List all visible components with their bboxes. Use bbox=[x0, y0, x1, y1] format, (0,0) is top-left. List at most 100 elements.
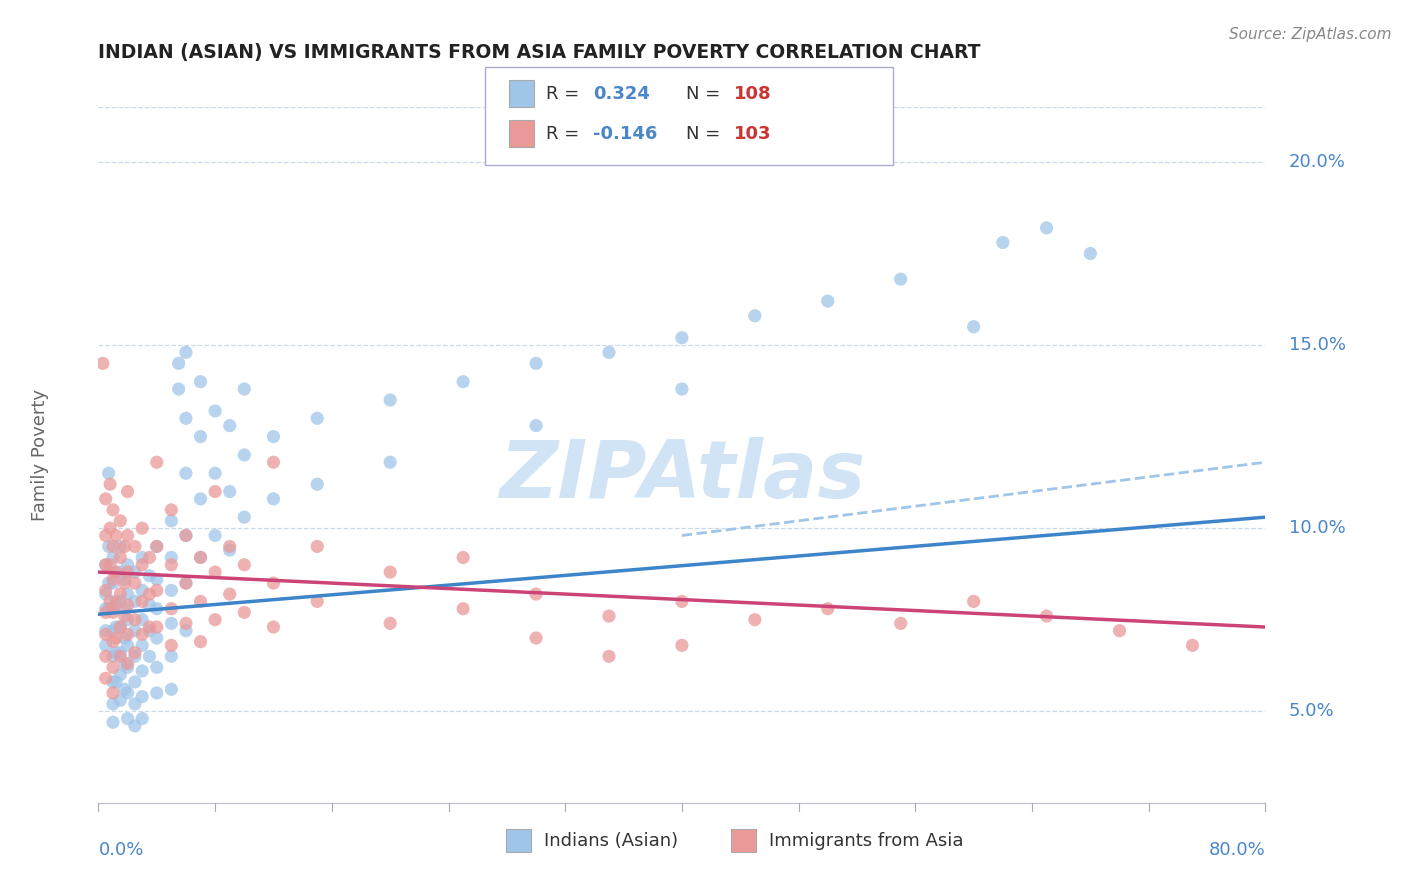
Text: N =: N = bbox=[686, 85, 725, 103]
Point bbox=[1108, 624, 1130, 638]
Point bbox=[101, 660, 124, 674]
Point bbox=[262, 491, 284, 506]
Point bbox=[524, 587, 547, 601]
Point bbox=[146, 601, 169, 615]
Point bbox=[104, 598, 127, 612]
Text: Immigrants from Asia: Immigrants from Asia bbox=[769, 832, 963, 850]
Point bbox=[91, 356, 114, 370]
Point bbox=[110, 587, 132, 601]
Point bbox=[190, 491, 212, 506]
Point bbox=[117, 587, 139, 601]
Point bbox=[598, 345, 620, 359]
Point bbox=[94, 558, 117, 572]
Point bbox=[124, 613, 146, 627]
Point bbox=[524, 418, 547, 433]
Point bbox=[94, 638, 117, 652]
Point bbox=[124, 565, 146, 579]
Point bbox=[233, 606, 256, 620]
Point bbox=[1080, 246, 1102, 260]
Point bbox=[117, 598, 139, 612]
Point bbox=[124, 649, 146, 664]
Point bbox=[110, 646, 132, 660]
Point bbox=[524, 631, 547, 645]
Point bbox=[131, 521, 153, 535]
Text: INDIAN (ASIAN) VS IMMIGRANTS FROM ASIA FAMILY POVERTY CORRELATION CHART: INDIAN (ASIAN) VS IMMIGRANTS FROM ASIA F… bbox=[98, 44, 981, 62]
Point bbox=[160, 601, 183, 615]
Point bbox=[160, 638, 183, 652]
Point bbox=[174, 528, 197, 542]
Point bbox=[138, 550, 160, 565]
Text: ZIPAtlas: ZIPAtlas bbox=[499, 437, 865, 515]
Point bbox=[671, 382, 693, 396]
Point bbox=[117, 528, 139, 542]
Point bbox=[1181, 638, 1204, 652]
Point bbox=[233, 510, 256, 524]
Point bbox=[138, 598, 160, 612]
Point bbox=[131, 583, 153, 598]
Text: N =: N = bbox=[686, 125, 725, 143]
Point bbox=[146, 686, 169, 700]
Point bbox=[98, 558, 121, 572]
Point bbox=[101, 649, 124, 664]
Point bbox=[101, 686, 124, 700]
Point bbox=[94, 601, 117, 615]
Point bbox=[101, 606, 124, 620]
Point bbox=[262, 455, 284, 469]
Point bbox=[124, 719, 146, 733]
Point bbox=[307, 594, 329, 608]
Point bbox=[110, 514, 132, 528]
Point bbox=[174, 528, 197, 542]
Point bbox=[117, 484, 139, 499]
Point bbox=[190, 550, 212, 565]
Point bbox=[94, 587, 117, 601]
Point bbox=[160, 503, 183, 517]
Point bbox=[190, 594, 212, 608]
Point bbox=[97, 540, 120, 554]
Point bbox=[204, 404, 226, 418]
Point bbox=[117, 565, 139, 579]
Point bbox=[117, 657, 139, 671]
Point bbox=[94, 583, 117, 598]
Point bbox=[218, 418, 240, 433]
Point bbox=[110, 540, 132, 554]
Point bbox=[104, 646, 127, 660]
Point bbox=[451, 375, 474, 389]
Point bbox=[146, 455, 169, 469]
Point bbox=[817, 601, 839, 615]
Text: 0.324: 0.324 bbox=[593, 85, 650, 103]
Point bbox=[598, 649, 620, 664]
Point bbox=[671, 594, 693, 608]
Point bbox=[94, 624, 117, 638]
Point bbox=[146, 583, 169, 598]
Point bbox=[101, 576, 124, 591]
Point bbox=[744, 309, 766, 323]
Point bbox=[160, 558, 183, 572]
Point bbox=[124, 540, 146, 554]
Point bbox=[138, 649, 160, 664]
Point bbox=[131, 638, 153, 652]
Text: 10.0%: 10.0% bbox=[1289, 519, 1346, 537]
Point bbox=[97, 576, 120, 591]
Point bbox=[114, 631, 136, 645]
Point bbox=[174, 576, 197, 591]
Point bbox=[110, 550, 132, 565]
Point bbox=[97, 601, 120, 615]
Point bbox=[218, 484, 240, 499]
Point bbox=[124, 675, 146, 690]
Point bbox=[378, 392, 402, 407]
Point bbox=[101, 540, 124, 554]
Point bbox=[124, 576, 146, 591]
Text: Source: ZipAtlas.com: Source: ZipAtlas.com bbox=[1229, 27, 1392, 42]
Point bbox=[101, 573, 124, 587]
Point bbox=[131, 613, 153, 627]
Point bbox=[160, 514, 183, 528]
Point bbox=[104, 675, 127, 690]
Text: Indians (Asian): Indians (Asian) bbox=[544, 832, 678, 850]
Point bbox=[101, 675, 124, 690]
Point bbox=[101, 624, 124, 638]
Point bbox=[94, 558, 117, 572]
Point bbox=[117, 613, 139, 627]
Point bbox=[671, 331, 693, 345]
Point bbox=[233, 448, 256, 462]
Point bbox=[114, 573, 136, 587]
